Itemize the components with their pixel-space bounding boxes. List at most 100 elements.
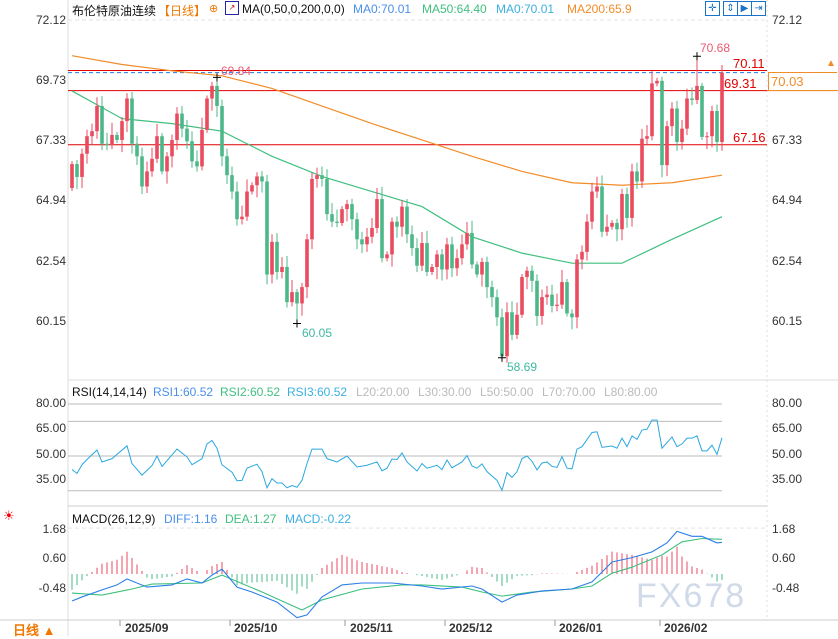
dea-line bbox=[71, 537, 723, 611]
candle-body bbox=[240, 216, 244, 220]
candle-body bbox=[605, 226, 609, 232]
candle-body bbox=[625, 194, 629, 218]
candle-body bbox=[210, 85, 214, 99]
settings-sun-icon[interactable]: ☀ bbox=[3, 508, 15, 523]
diff-line bbox=[71, 530, 723, 619]
candle-body bbox=[275, 241, 279, 273]
candle-body bbox=[460, 244, 464, 259]
candle-body bbox=[425, 243, 429, 273]
candle-body bbox=[300, 287, 304, 304]
scroll-up-arrow-icon[interactable]: ▲ bbox=[826, 58, 836, 69]
candle-body bbox=[635, 171, 639, 182]
rsi1-value: RSI1:60.52 bbox=[153, 385, 214, 399]
candle-body bbox=[395, 221, 399, 227]
candle-body bbox=[555, 304, 559, 306]
add-indicator-icon[interactable]: ⊕ bbox=[209, 3, 219, 15]
candle-body bbox=[455, 258, 459, 269]
indicator-chart-icon[interactable]: ↗ bbox=[225, 1, 239, 15]
low-annotation: 60.05 bbox=[302, 326, 333, 340]
candle-body bbox=[245, 191, 249, 217]
candle-body bbox=[310, 178, 314, 240]
candle-body bbox=[645, 136, 649, 139]
candle-body bbox=[575, 259, 579, 318]
macd-value: MACD:-0.22 bbox=[285, 512, 352, 526]
period-toggle[interactable]: 日线 ▲ bbox=[13, 623, 56, 638]
candle-body bbox=[305, 239, 309, 288]
date-tick: 2025/11 bbox=[350, 621, 393, 635]
candle-body bbox=[385, 254, 389, 259]
candle-body bbox=[110, 134, 114, 145]
candle-body bbox=[475, 264, 479, 275]
candle-body bbox=[165, 156, 169, 172]
ma50-value: MA50:64.40 bbox=[422, 2, 487, 16]
candle-body bbox=[530, 270, 534, 281]
candle-body bbox=[295, 292, 299, 304]
candle-body bbox=[445, 244, 449, 270]
macd-tick-right: 1.68 bbox=[772, 522, 796, 536]
rsi-tick-right: 50.00 bbox=[772, 447, 803, 461]
candle-body bbox=[525, 270, 529, 278]
candle-body bbox=[570, 313, 574, 318]
candle-body bbox=[255, 176, 259, 186]
rsi-title[interactable]: RSI(14,14,14) bbox=[72, 385, 147, 399]
candle-body bbox=[505, 312, 509, 357]
candle-body bbox=[640, 138, 644, 182]
date-tick: 2025/09 bbox=[125, 621, 169, 635]
extreme-marker-icon bbox=[693, 52, 701, 61]
macd-dea-value: DEA:1.27 bbox=[225, 512, 277, 526]
extreme-marker-icon bbox=[293, 319, 301, 328]
candle-body bbox=[95, 106, 99, 132]
candle-body bbox=[380, 199, 384, 259]
candle-body bbox=[550, 294, 554, 306]
level-label: 67.16 bbox=[733, 130, 766, 145]
rsi-tick-right: 65.00 bbox=[772, 421, 803, 435]
exit-icon[interactable]: ⇥ bbox=[751, 1, 766, 16]
candle-body bbox=[85, 136, 89, 154]
candle-body bbox=[465, 233, 469, 245]
crosshair-icon[interactable]: ✛ bbox=[705, 1, 720, 16]
macd-tick-left: 1.68 bbox=[42, 522, 66, 536]
date-tick: 2026/01 bbox=[559, 621, 603, 635]
candle-body bbox=[670, 108, 674, 127]
candle-body bbox=[515, 314, 519, 335]
candle-body bbox=[450, 244, 454, 269]
candle-body bbox=[660, 80, 664, 166]
candle-body bbox=[480, 261, 484, 275]
ma-indicator-label[interactable]: MA(0,50,0,200,0,0) bbox=[242, 2, 345, 16]
period-selector[interactable]: 【日线】 bbox=[158, 4, 207, 18]
rsi-tick-left: 50.00 bbox=[35, 447, 66, 461]
candle-body bbox=[615, 222, 619, 230]
candle-body bbox=[470, 233, 474, 265]
candle-body bbox=[580, 251, 584, 260]
candle-body bbox=[415, 248, 419, 266]
candle-body bbox=[270, 241, 274, 275]
rsi-tick-right: 35.00 bbox=[772, 472, 803, 486]
candle-body bbox=[610, 222, 614, 227]
candle-body bbox=[315, 175, 319, 179]
extreme-marker-icon bbox=[213, 73, 221, 82]
candle-body bbox=[360, 239, 364, 245]
candle-body bbox=[130, 98, 134, 144]
candle-body bbox=[135, 143, 139, 157]
candle-body bbox=[235, 191, 239, 220]
candle-body bbox=[675, 108, 679, 142]
play-range-icon[interactable]: ▶ bbox=[737, 1, 752, 16]
candle-body bbox=[490, 287, 494, 298]
fit-range-icon[interactable]: ⇕ bbox=[723, 1, 738, 16]
candle-body bbox=[160, 136, 164, 172]
candle-body bbox=[260, 176, 264, 182]
candle-body bbox=[690, 98, 694, 100]
candle-body bbox=[145, 171, 149, 187]
macd-title[interactable]: MACD(26,12,9) bbox=[72, 512, 156, 526]
candle-body bbox=[325, 178, 329, 215]
rsi-tick-left: 80.00 bbox=[35, 396, 66, 410]
candle-body bbox=[75, 164, 79, 177]
instrument-title: 布伦特原油连续 bbox=[72, 4, 157, 18]
level-label: 69.31 bbox=[724, 76, 757, 91]
candle-body bbox=[520, 277, 524, 315]
candle-body bbox=[80, 153, 84, 177]
candle-body bbox=[220, 106, 224, 157]
candle-body bbox=[100, 106, 104, 144]
candle-body bbox=[200, 129, 204, 167]
